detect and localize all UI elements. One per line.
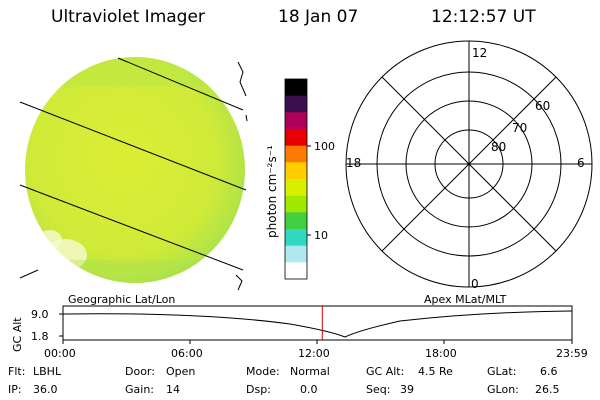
- timeline-ytick-label: 1.8: [31, 330, 49, 343]
- coastline: [235, 274, 243, 291]
- colorbar-band: [285, 262, 307, 280]
- info-ip-key: IP:: [8, 383, 22, 396]
- polar-ring-label: 80: [491, 140, 507, 154]
- info-mode-value: Normal: [290, 365, 330, 378]
- info-glat-value: 6.6: [540, 365, 558, 378]
- timeline-xtick-label: 12:00: [298, 347, 330, 360]
- info-seq-value: 39: [400, 383, 414, 396]
- colorbar-band: [285, 245, 307, 263]
- info-ip-value: 36.0: [33, 383, 58, 396]
- colorbar-unit-label: photon cm⁻²s⁻¹: [265, 145, 279, 238]
- timeline-xtick-label: 23:59: [556, 347, 588, 360]
- timeline-right-title: Apex MLat/MLT: [424, 293, 507, 306]
- colorbar-band: [285, 162, 307, 180]
- earth-disk: [25, 57, 245, 283]
- timeline-xtick-label: 18:00: [425, 347, 457, 360]
- colorbar-band: [285, 229, 307, 247]
- info-gcalt-key: GC Alt:: [366, 365, 405, 378]
- polar-diagonal: [381, 76, 557, 252]
- colorbar-band: [285, 179, 307, 197]
- altitude-curve: [62, 310, 573, 338]
- info-gain-value: 14: [166, 383, 180, 396]
- info-glat-key: GLat:: [487, 365, 517, 378]
- timeline-left-title: Geographic Lat/Lon: [68, 293, 176, 306]
- timeline-ylabel: GC Alt: [11, 317, 24, 352]
- graticule-line: [19, 184, 244, 271]
- polar-ring-label: 60: [535, 99, 551, 113]
- info-door-key: Door:: [125, 365, 155, 378]
- coastline: [19, 269, 39, 279]
- colorbar: [285, 79, 307, 280]
- timeline-xtick-label: 00:00: [44, 347, 76, 360]
- colorbar-band: [285, 212, 307, 230]
- timeline-xtick-label: 06:00: [171, 347, 203, 360]
- colorbar-tick-label: 100: [314, 140, 335, 153]
- coastline: [237, 61, 247, 97]
- header-time: 12:12:57 UT: [431, 7, 536, 27]
- info-dsp-value: 0.0: [300, 383, 318, 396]
- polar-label-top: 12: [472, 46, 488, 60]
- polar-ring-label: 70: [512, 121, 528, 135]
- colorbar-band: [285, 129, 307, 147]
- info-gcalt-value: 4.5 Re: [418, 365, 453, 378]
- timeline-plot: [59, 305, 573, 344]
- timeline-frame: [62, 305, 573, 341]
- info-glon-key: GLon:: [487, 383, 519, 396]
- info-flt-key: Flt:: [8, 365, 26, 378]
- info-flt-value: LBHL: [33, 365, 62, 378]
- timeline-ytick-label: 9.0: [31, 308, 49, 321]
- colorbar-band: [285, 95, 307, 113]
- coastline: [245, 114, 248, 122]
- polar-plot: [345, 40, 593, 288]
- header-date: 18 Jan 07: [278, 7, 359, 27]
- colorbar-band: [285, 195, 307, 213]
- colorbar-frame: [284, 78, 308, 280]
- page-title: Ultraviolet Imager: [51, 7, 205, 27]
- polar-label-bottom: 0: [471, 277, 479, 291]
- info-gain-key: Gain:: [125, 383, 154, 396]
- colorbar-band: [285, 145, 307, 163]
- graticule-line: [19, 101, 247, 191]
- colorbar-band: [285, 79, 307, 97]
- colorbar-band: [285, 112, 307, 130]
- info-door-value: Open: [166, 365, 196, 378]
- colorbar-tick-label: 10: [314, 229, 328, 242]
- info-seq-key: Seq:: [366, 383, 391, 396]
- polar-label-right: 6: [577, 156, 585, 170]
- info-mode-key: Mode:: [246, 365, 280, 378]
- info-dsp-key: Dsp:: [246, 383, 271, 396]
- info-glon-value: 26.5: [535, 383, 560, 396]
- uv-image-panel: [19, 57, 248, 291]
- graticule-line: [117, 57, 244, 111]
- polar-label-left: 18: [346, 156, 362, 170]
